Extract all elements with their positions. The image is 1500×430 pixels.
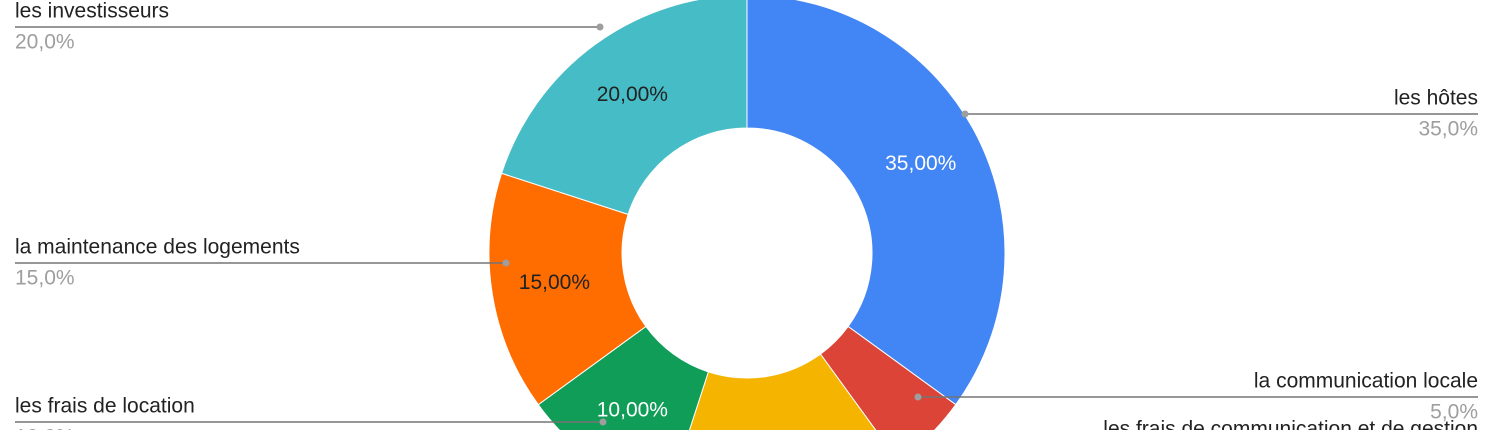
donut-slice (488, 172, 647, 406)
slice-label: 20,00% (597, 83, 668, 106)
legend-label: la communication locale (1254, 370, 1478, 393)
donut-slice (688, 353, 877, 430)
leader-dot (502, 259, 510, 267)
legend-label: les investisseurs (15, 0, 169, 23)
slice-label: 35,00% (885, 152, 956, 175)
slice-label: 10,00% (597, 398, 668, 421)
donut-slice (746, 0, 1006, 406)
legend-value: 35,0% (1418, 118, 1478, 141)
donut-slice (500, 0, 748, 216)
leader-dot (596, 23, 604, 31)
legend-value: 20,0% (15, 31, 75, 54)
legend-label: la maintenance des logements (15, 236, 300, 259)
legend-label: les frais de communication et de gestion (1103, 418, 1478, 430)
leader-dot (961, 110, 969, 118)
slice-label: 15,00% (519, 271, 590, 294)
leader-dot (599, 418, 607, 426)
legend-value: 15,0% (15, 267, 75, 290)
donut-slice (819, 325, 957, 430)
legend-value: 10,0% (15, 426, 75, 430)
legend-value: 5,0% (1430, 401, 1478, 424)
legend-label: les hôtes (1394, 87, 1478, 110)
legend-label: les frais de location (15, 395, 195, 418)
leader-dot (914, 393, 922, 401)
